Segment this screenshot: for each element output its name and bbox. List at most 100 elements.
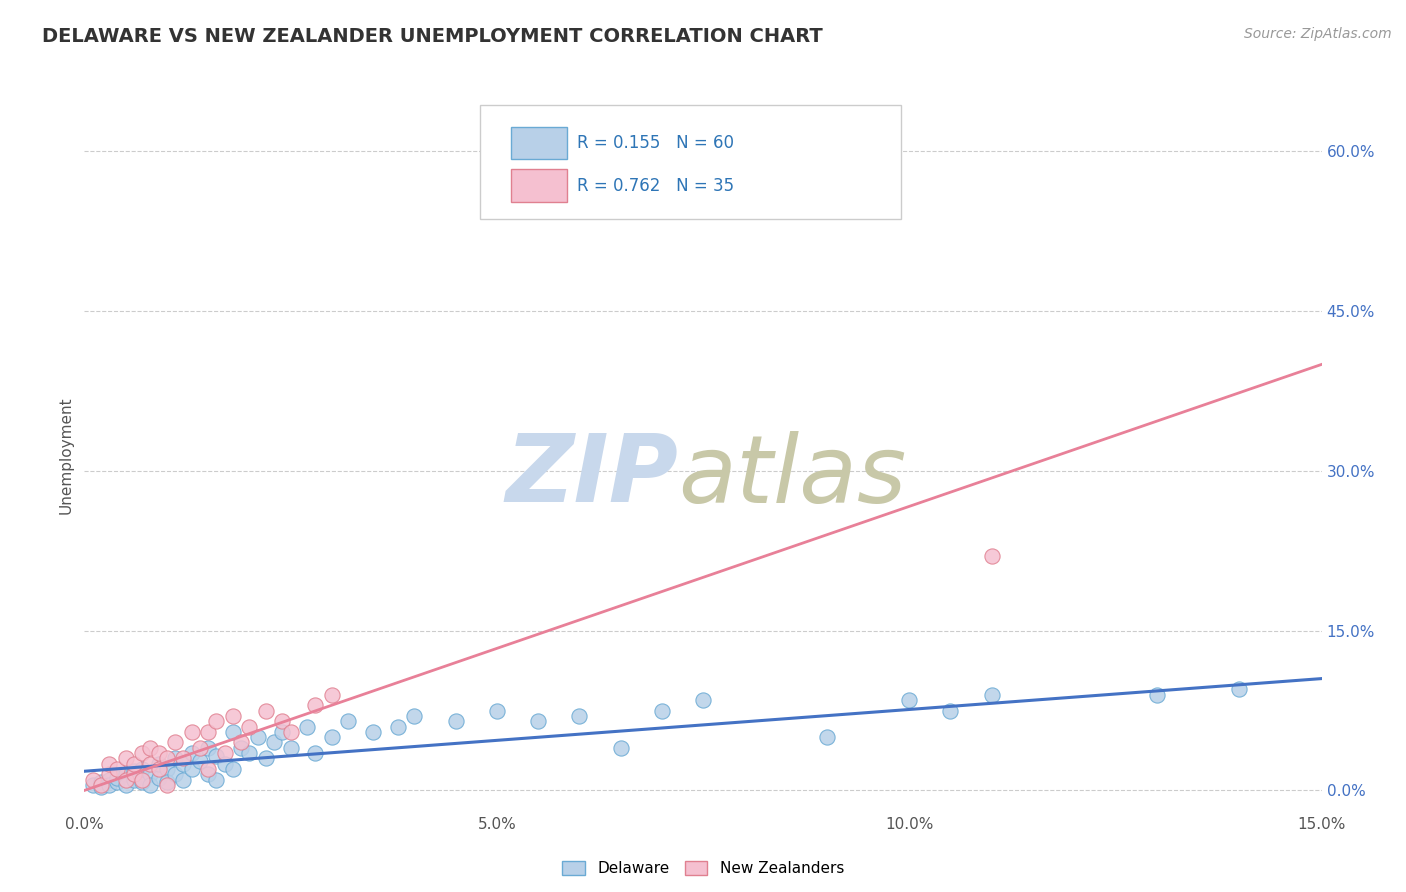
Point [165, 767, 187, 781]
Point [197, 724, 219, 739]
Point [105, 762, 128, 776]
Point [527, 714, 550, 729]
Point [254, 751, 277, 765]
Point [692, 693, 714, 707]
Point [197, 767, 219, 781]
Point [122, 764, 145, 779]
FancyBboxPatch shape [481, 105, 901, 219]
Point [205, 714, 228, 729]
Point [98, 778, 121, 792]
Point [98, 756, 121, 771]
Point [229, 735, 252, 749]
Point [222, 762, 245, 776]
Bar [512, 127, 567, 159]
Point [131, 775, 153, 789]
Point [165, 751, 187, 765]
Point [156, 775, 179, 789]
Point [337, 714, 360, 729]
Point [939, 704, 962, 718]
Point [651, 704, 673, 718]
Point [180, 746, 202, 760]
Point [90, 778, 112, 792]
Point [222, 709, 245, 723]
Point [122, 767, 145, 781]
Text: R = 0.762   N = 35: R = 0.762 N = 35 [576, 177, 734, 194]
Point [980, 688, 1002, 702]
Point [815, 730, 838, 744]
Point [188, 754, 211, 768]
Point [114, 778, 136, 792]
Point [139, 767, 162, 781]
Point [165, 735, 187, 749]
Point [148, 771, 170, 785]
Point [263, 735, 285, 749]
Point [148, 762, 170, 776]
Text: DELAWARE VS NEW ZEALANDER UNEMPLOYMENT CORRELATION CHART: DELAWARE VS NEW ZEALANDER UNEMPLOYMENT C… [42, 27, 823, 45]
Point [214, 756, 236, 771]
Point [156, 751, 179, 765]
Text: Source: ZipAtlas.com: Source: ZipAtlas.com [1244, 27, 1392, 41]
Point [156, 762, 179, 776]
Point [361, 724, 384, 739]
Point [114, 772, 136, 787]
Point [222, 724, 245, 739]
Point [131, 772, 153, 787]
Point [609, 740, 631, 755]
Point [105, 771, 128, 785]
Point [271, 714, 294, 729]
Point [180, 762, 202, 776]
Point [304, 746, 326, 760]
Point [114, 767, 136, 781]
Point [485, 704, 508, 718]
Point [172, 756, 194, 771]
Text: ZIP: ZIP [505, 430, 678, 523]
Point [254, 704, 277, 718]
Point [238, 746, 260, 760]
Point [180, 724, 202, 739]
Point [90, 780, 112, 795]
Point [172, 772, 194, 787]
Point [172, 751, 194, 765]
Point [304, 698, 326, 713]
Point [387, 719, 409, 733]
Point [444, 714, 467, 729]
Point [98, 772, 121, 787]
Point [131, 746, 153, 760]
Bar [512, 169, 567, 202]
Point [280, 740, 302, 755]
Point [197, 740, 219, 755]
Text: R = 0.155   N = 60: R = 0.155 N = 60 [576, 134, 734, 152]
Point [156, 778, 179, 792]
Point [139, 756, 162, 771]
Point [122, 756, 145, 771]
Point [105, 775, 128, 789]
Point [898, 693, 921, 707]
Y-axis label: Unemployment: Unemployment [58, 396, 73, 514]
Point [568, 709, 591, 723]
Point [321, 688, 343, 702]
Point [205, 772, 228, 787]
Point [1227, 682, 1250, 697]
Point [82, 778, 104, 792]
Point [295, 719, 318, 733]
Point [246, 730, 269, 744]
Point [139, 778, 162, 792]
Point [188, 740, 211, 755]
Point [775, 177, 797, 191]
Point [238, 719, 260, 733]
Point [197, 762, 219, 776]
Text: atlas: atlas [678, 431, 907, 522]
Point [1146, 688, 1168, 702]
Point [148, 756, 170, 771]
Point [321, 730, 343, 744]
Point [131, 762, 153, 776]
Point [404, 709, 426, 723]
Point [980, 549, 1002, 563]
Point [122, 772, 145, 787]
Point [98, 767, 121, 781]
Point [148, 746, 170, 760]
Point [82, 772, 104, 787]
Point [114, 751, 136, 765]
Legend: Delaware, New Zealanders: Delaware, New Zealanders [555, 855, 851, 882]
Point [90, 775, 112, 789]
